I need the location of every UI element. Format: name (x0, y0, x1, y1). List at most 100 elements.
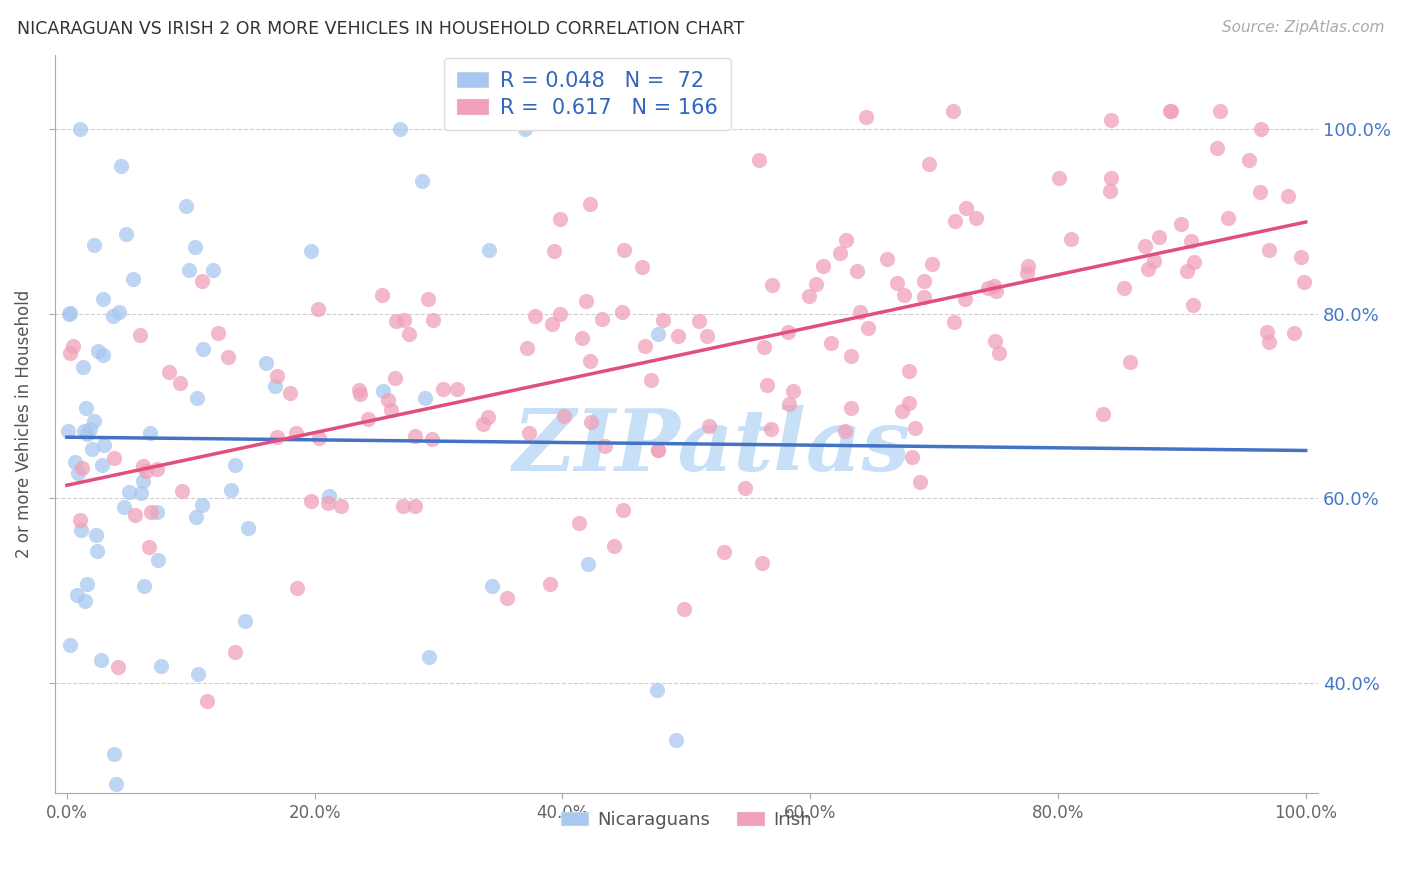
Point (418, 649, 440, 664)
Point (285, 581, 308, 595)
Point (578, 196, 600, 211)
Point (146, 553, 169, 567)
Point (977, 281, 1000, 295)
Point (219, 483, 242, 497)
Point (195, 694, 218, 708)
Point (224, 458, 246, 473)
Point (761, 278, 783, 293)
Point (579, 415, 602, 429)
Point (174, 199, 197, 213)
Point (330, 500, 353, 514)
Point (139, 425, 162, 440)
Point (266, 430, 288, 444)
Point (523, 309, 546, 323)
Point (76, 577, 98, 591)
Point (129, 327, 152, 342)
Point (912, 289, 935, 303)
Point (75, 401, 97, 416)
Point (1249, 186, 1271, 200)
Point (411, 174, 433, 188)
Point (1256, 325, 1278, 339)
Point (612, 503, 634, 517)
Point (146, 462, 169, 476)
Text: Source: ZipAtlas.com: Source: ZipAtlas.com (1222, 20, 1385, 35)
Point (647, 443, 669, 458)
Point (207, 326, 229, 340)
Point (613, 243, 636, 257)
Point (86, 544, 108, 558)
Point (1149, 229, 1171, 244)
Point (202, 262, 225, 277)
Point (380, 402, 402, 417)
Point (432, 382, 454, 396)
Point (299, 244, 322, 259)
Point (266, 368, 288, 383)
Point (540, 318, 562, 332)
Point (645, 683, 668, 698)
Point (574, 294, 596, 309)
Point (398, 327, 420, 342)
Point (83, 414, 105, 428)
Point (984, 334, 1007, 348)
Point (651, 313, 673, 327)
Point (1175, 263, 1198, 277)
Point (942, 103, 965, 118)
Point (73, 424, 96, 438)
Point (224, 644, 246, 658)
Point (83, 238, 105, 252)
Point (834, 424, 856, 438)
Point (517, 426, 540, 441)
Point (495, 591, 517, 605)
Y-axis label: 2 or more Vehicles in Household: 2 or more Vehicles in Household (15, 290, 32, 558)
Text: ZIPatlas: ZIPatlas (513, 405, 911, 488)
Point (59, 346, 82, 360)
Point (477, 409, 499, 424)
Point (308, 431, 330, 445)
Point (688, 314, 710, 328)
Point (912, 274, 935, 288)
Point (1118, 355, 1140, 369)
Point (478, 243, 501, 257)
Point (392, 499, 415, 513)
Point (666, 329, 689, 343)
Point (955, 201, 977, 215)
Point (820, 335, 842, 350)
Point (921, 257, 943, 271)
Point (1170, 217, 1192, 231)
Point (755, 377, 778, 392)
Point (910, 475, 932, 489)
Point (886, 277, 908, 291)
Point (1258, 334, 1281, 349)
Point (1180, 235, 1202, 249)
Point (278, 386, 301, 401)
Point (238, 520, 260, 534)
Point (665, 733, 688, 747)
Point (69, 122, 91, 136)
Point (422, 313, 444, 327)
Point (70, 523, 93, 537)
Point (138, 540, 160, 554)
Point (1099, 184, 1122, 198)
Point (754, 340, 776, 354)
Point (124, 508, 146, 523)
Point (576, 557, 599, 571)
Point (388, 122, 411, 136)
Point (82, 442, 104, 456)
Point (553, 409, 575, 424)
Point (472, 417, 495, 431)
Point (446, 382, 468, 396)
Point (953, 292, 976, 306)
Point (516, 341, 538, 355)
Point (697, 418, 720, 433)
Point (254, 356, 277, 370)
Point (1289, 250, 1312, 264)
Point (839, 350, 862, 364)
Point (830, 246, 852, 260)
Point (1257, 243, 1279, 257)
Point (943, 315, 966, 329)
Point (66, 588, 89, 602)
Point (890, 404, 912, 418)
Point (59, 638, 82, 652)
Point (107, 305, 129, 319)
Point (385, 314, 408, 328)
